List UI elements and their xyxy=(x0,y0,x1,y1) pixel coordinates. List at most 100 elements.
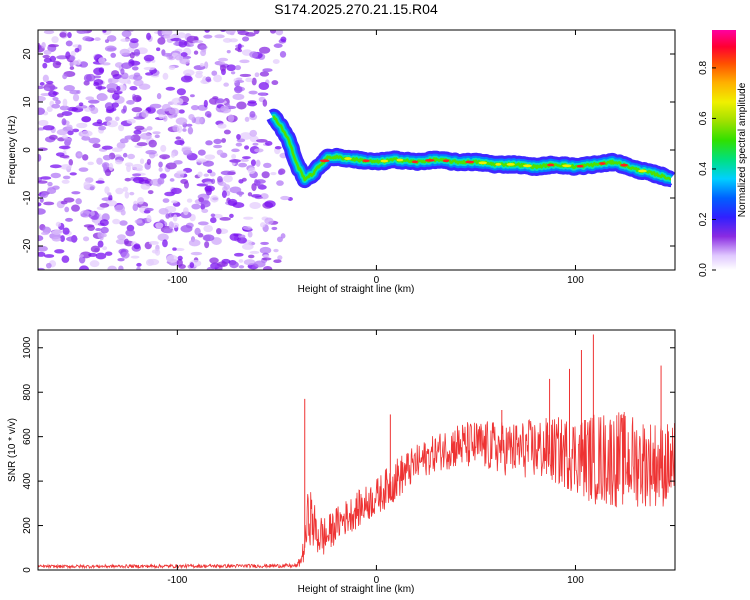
spectrogram-noise-blob xyxy=(124,177,132,182)
ridge-hotspot xyxy=(396,158,404,162)
spectrogram-noise-blob xyxy=(213,144,223,149)
spectrogram-noise-blob xyxy=(50,172,61,179)
colorbar-tick-label: 0.0 xyxy=(698,263,709,277)
spectrogram-noise-blob xyxy=(162,239,168,248)
spectrogram-noise-blob xyxy=(242,156,251,160)
spectrogram-noise-blob xyxy=(258,82,270,90)
spectrogram-noise-blob xyxy=(93,75,102,79)
snr-panel: -100 0 100 0 200 400 600 800 1000 Height of str… xyxy=(7,329,676,595)
spectrogram-noise-blob xyxy=(262,254,270,258)
spectrogram-noise-blob xyxy=(263,162,272,169)
spectrogram-noise-blob xyxy=(75,104,88,109)
spectrogram-noise-blob xyxy=(176,125,183,133)
spectrogram-noise-blob xyxy=(279,51,287,58)
spectrogram-noise-blob xyxy=(206,266,214,270)
spectrogram-noise-blob xyxy=(78,167,89,172)
spectrogram-noise-blob xyxy=(134,125,145,131)
spectrogram-noise-blob xyxy=(249,110,256,118)
spectrogram-noise-blob xyxy=(104,102,114,110)
spectrogram-noise-blob xyxy=(72,93,80,102)
spectrogram-noise-blob xyxy=(90,215,99,221)
spectrogram-noise-blob xyxy=(78,254,84,258)
spectrogram-noise-blob xyxy=(158,113,165,119)
spectrogram-noise-blob xyxy=(60,164,72,170)
spectrogram-noise-blob xyxy=(39,197,44,203)
spectrogram-noise-blob xyxy=(188,239,201,247)
spectrogram-noise-blob xyxy=(98,125,107,131)
spectrogram-noise-blob xyxy=(120,251,130,259)
spectrogram-noise-blob xyxy=(41,42,46,49)
spectrogram-noise-blob xyxy=(197,149,206,156)
spectrogram-noise-blob xyxy=(93,78,104,86)
spectrogram-noise-blob xyxy=(211,70,218,76)
spectrogram-noise-blob xyxy=(159,154,171,160)
spectrogram-noise-blob xyxy=(121,62,133,70)
spectrogram-noise-blob xyxy=(41,231,49,236)
ridge-hotspot xyxy=(380,159,389,163)
spectrogram-noise-blob xyxy=(239,59,250,64)
spectrogram-noise-blob xyxy=(43,30,55,35)
spectrogram-noise-blob xyxy=(133,79,144,87)
spectrogram-noise-blob xyxy=(200,200,211,208)
spectrogram-noise-blob xyxy=(240,158,249,162)
ridge-hotspot xyxy=(576,164,584,168)
spectrogram-noise-blob xyxy=(133,72,141,77)
spectrogram-noise-blob xyxy=(194,227,201,236)
spectrogram-noise-blob xyxy=(61,118,67,126)
spectrogram-noise-blob xyxy=(220,170,233,176)
spectrogram-noise-blob xyxy=(234,85,243,94)
spectrogram-noise-blob xyxy=(42,125,55,131)
spectrogram-noise-blob xyxy=(164,191,175,197)
spectrogram-noise-blob xyxy=(38,267,45,270)
spectrogram-noise-blob xyxy=(161,30,173,36)
spectrogram-noise-blob xyxy=(126,118,136,124)
spectrogram-noise-blob xyxy=(192,40,204,44)
spectrogram-noise-blob xyxy=(129,191,135,196)
spectrogram-noise-blob xyxy=(45,80,54,85)
spectrogram-noise-blob xyxy=(104,39,110,43)
spectrogram-noise-blob xyxy=(188,114,195,121)
spectrogram-noise-blob xyxy=(124,238,129,245)
spectrogram-noise-blob xyxy=(217,175,223,183)
spectrogram-noise-blob xyxy=(62,175,71,180)
spectrogram-noise-blob xyxy=(273,248,279,253)
spectrogram-noise-blob xyxy=(163,228,173,234)
spectrogram-noise-blob xyxy=(172,214,178,222)
spectrogram-noise-blob xyxy=(43,49,52,55)
spectrogram-noise-blob xyxy=(254,179,266,184)
spectrogram-x-tick-label: 100 xyxy=(567,275,584,286)
spectrogram-noise-blob xyxy=(229,32,235,36)
colorbar-ticks: 0.0 0.2 0.4 0.6 0.8 xyxy=(698,61,716,277)
spectrogram-noise-blob xyxy=(69,89,80,95)
spectrogram-noise-blob xyxy=(251,183,257,192)
spectrogram-noise-blob xyxy=(55,221,62,227)
snr-x-tick-label: 0 xyxy=(374,575,380,586)
ridge-hotspot xyxy=(522,164,533,168)
spectrogram-noise-blob xyxy=(131,163,143,171)
spectrogram-noise-blob xyxy=(247,101,258,107)
spectrogram-noise-blob xyxy=(154,248,161,256)
spectrogram-y-tick-label: 20 xyxy=(22,48,33,60)
spectrogram-noise-blob xyxy=(156,93,162,100)
spectrogram-noise-blob xyxy=(127,153,136,160)
spectrogram-noise-blob xyxy=(83,181,91,189)
spectrogram-noise-blob xyxy=(94,37,101,41)
spectrogram-noise-blob xyxy=(42,74,49,83)
spectrogram-noise-blob xyxy=(124,135,134,140)
snr-y-tick-label: 600 xyxy=(22,428,33,445)
spectrogram-noise-blob xyxy=(235,142,243,147)
spectrogram-noise-blob xyxy=(122,186,129,192)
spectrogram-noise-blob xyxy=(96,157,103,165)
spectrogram-noise-blob xyxy=(186,198,193,203)
snr-x-ticks: -100 0 100 xyxy=(167,330,584,586)
spectrogram-noise-blob xyxy=(59,105,70,111)
spectrogram-noise-blob xyxy=(170,37,182,42)
snr-x-label: Height of straight line (km) xyxy=(298,584,415,595)
spectrogram-noise-blob xyxy=(161,103,172,112)
ridge-hotspot xyxy=(620,163,628,167)
spectrogram-noise-blob xyxy=(205,76,212,82)
snr-series-line xyxy=(38,411,675,570)
spectrogram-noise-blob xyxy=(263,265,273,270)
